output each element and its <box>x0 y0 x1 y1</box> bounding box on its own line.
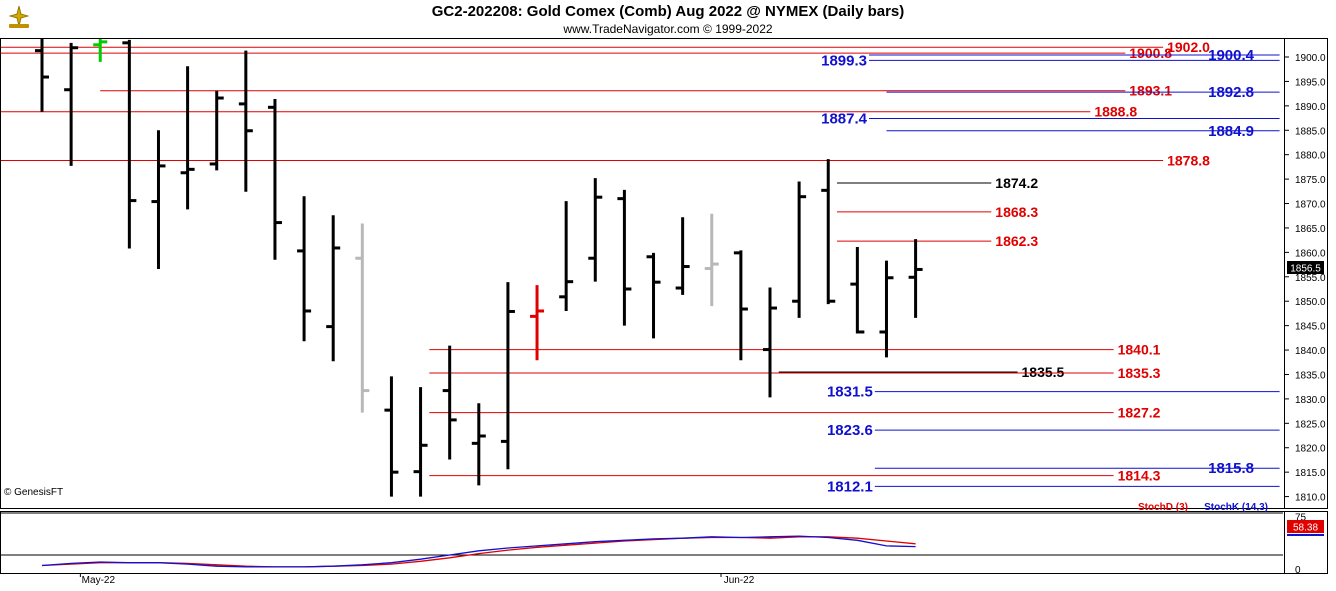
level-label-1835.3: 1835.3 <box>1118 365 1161 381</box>
level-label-1840.1: 1840.1 <box>1118 342 1161 358</box>
chart-title: GC2-202208: Gold Comex (Comb) Aug 2022 @… <box>431 3 905 20</box>
stoch-value-tag <box>1287 520 1324 533</box>
price-tick-label: 1810.0 <box>1295 493 1326 504</box>
level-label-1862.3: 1862.3 <box>995 233 1038 249</box>
price-tick-label: 1820.0 <box>1295 444 1326 455</box>
price-tick-label: 1860.0 <box>1295 248 1326 259</box>
price-tick-label: 1865.0 <box>1295 224 1326 235</box>
stoch-value-label: 58.38 <box>1293 523 1318 534</box>
level-label-1893.1: 1893.1 <box>1129 83 1172 99</box>
price-tick-label: 1835.0 <box>1295 370 1326 381</box>
price-tick-label: 1830.0 <box>1295 395 1326 406</box>
current-price-tag <box>1287 261 1324 274</box>
price-tick-label: 1885.0 <box>1295 126 1326 137</box>
level-label-1868.3: 1868.3 <box>995 204 1038 220</box>
level-label-1900.8: 1900.8 <box>1129 45 1172 61</box>
level-label-1887.4: 1887.4 <box>821 111 868 128</box>
price-tick-label: 1875.0 <box>1295 175 1326 186</box>
price-tick-label: 1845.0 <box>1295 322 1326 333</box>
stoch-tick-label: 75 <box>1295 513 1307 524</box>
level-label-1902.0: 1902.0 <box>1167 39 1210 55</box>
stoch-legend-k: StochK (14,3) <box>1204 502 1268 513</box>
level-label-1888.8: 1888.8 <box>1094 104 1137 120</box>
price-tick-label: 1870.0 <box>1295 200 1326 211</box>
level-label-1823.6: 1823.6 <box>827 422 873 439</box>
price-tick-label: 1855.0 <box>1295 273 1326 284</box>
stoch-axis-frame <box>1284 511 1328 574</box>
level-label-1815.8: 1815.8 <box>1208 460 1254 477</box>
price-tick-label: 1840.0 <box>1295 346 1326 357</box>
level-label-1827.2: 1827.2 <box>1118 405 1161 421</box>
level-label-1900.4: 1900.4 <box>1208 47 1255 64</box>
price-tick-label: 1900.0 <box>1295 53 1326 64</box>
genesis-logo-icon <box>4 4 34 35</box>
price-tick-label: 1890.0 <box>1295 102 1326 113</box>
level-label-1812.1: 1812.1 <box>827 478 873 495</box>
x-axis-label: Jun-22 <box>724 575 755 586</box>
price-tick-label: 1815.0 <box>1295 468 1326 479</box>
x-axis-label: May-22 <box>82 575 116 586</box>
price-axis-frame <box>1284 38 1328 509</box>
level-label-1835.5: 1835.5 <box>1022 364 1065 380</box>
price-tick-label: 1880.0 <box>1295 151 1326 162</box>
price-tick-label: 1825.0 <box>1295 419 1326 430</box>
level-label-1814.3: 1814.3 <box>1118 468 1161 484</box>
level-label-1884.9: 1884.9 <box>1208 123 1254 140</box>
level-label-1874.2: 1874.2 <box>995 175 1038 191</box>
current-price-label: 1856.5 <box>1290 264 1321 275</box>
price-tick-label: 1895.0 <box>1295 77 1326 88</box>
stoch-series-line <box>41 535 916 568</box>
genesis-watermark: © GenesisFT <box>4 487 63 498</box>
price-tick-label: 1850.0 <box>1295 297 1326 308</box>
level-label-1878.8: 1878.8 <box>1167 153 1210 169</box>
chart-subtitle: www.TradeNavigator.com © 1999-2022 <box>563 22 773 36</box>
price-panel-frame <box>0 38 1285 509</box>
stoch-series-line <box>41 536 916 568</box>
level-label-1899.3: 1899.3 <box>821 52 867 69</box>
level-label-1892.8: 1892.8 <box>1208 84 1254 101</box>
stoch-tick-label: 0 <box>1295 565 1301 576</box>
stoch-legend-d: StochD (3) <box>1138 502 1188 513</box>
level-label-1831.5: 1831.5 <box>827 384 873 401</box>
